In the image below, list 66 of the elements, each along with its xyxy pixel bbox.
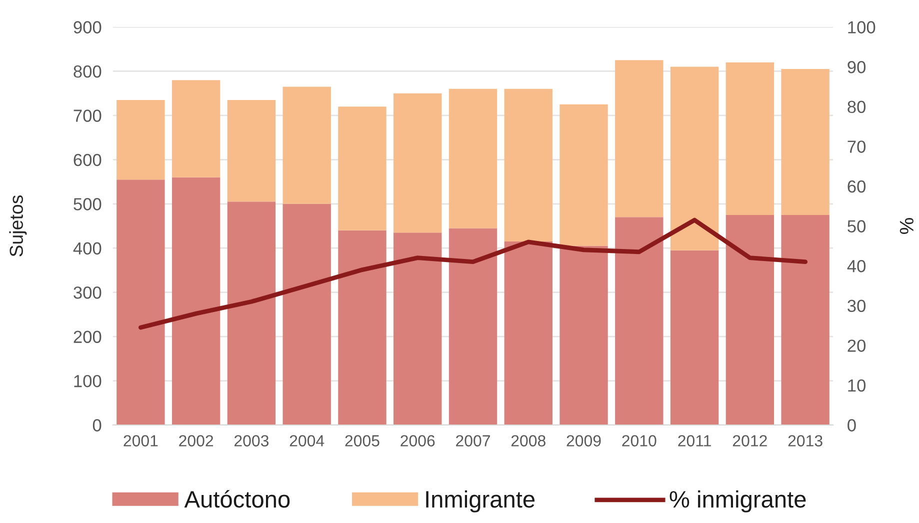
bar (338, 230, 386, 425)
legend-label: Autóctono (184, 490, 290, 508)
bar (504, 241, 552, 425)
bar (726, 62, 774, 215)
x-tick-label: 2011 (678, 435, 711, 446)
y-tick-label: 900 (74, 21, 102, 34)
bar (615, 60, 664, 218)
bar (227, 100, 276, 202)
y-tick-label: 800 (74, 65, 102, 78)
x-tick-label: 2002 (179, 435, 214, 446)
bar (338, 106, 386, 230)
bar (670, 250, 719, 425)
bar (116, 100, 165, 180)
x-tick-label: 2001 (124, 435, 158, 446)
y-tick-label: 300 (74, 286, 102, 299)
y-tick-label: 700 (74, 110, 102, 122)
y-tick-label: 500 (74, 198, 102, 210)
line-series (138, 218, 808, 330)
bar (172, 177, 220, 425)
y2-tick-label: 100 (848, 21, 876, 34)
y2-tick-label: 60 (848, 180, 866, 193)
y2-tick-label: 50 (848, 220, 866, 232)
x-tick-label: 2009 (566, 435, 601, 446)
bar (448, 88, 498, 228)
x-tick-label: 2008 (511, 435, 546, 446)
bar (670, 66, 719, 250)
bar (781, 69, 830, 215)
y2-tick-label: 0 (848, 419, 856, 432)
x-tick-label: 2012 (732, 435, 767, 446)
legend-label: Inmigrante (426, 490, 535, 512)
x-tick-label: 2004 (290, 435, 324, 446)
x-tick-label: 2007 (456, 435, 490, 446)
bar (560, 246, 608, 425)
bar (615, 217, 664, 425)
y2-tick-label: 10 (848, 379, 866, 392)
y2-tick-label: 40 (847, 260, 866, 272)
x-tick-label: 2006 (400, 435, 435, 446)
y2-tick-label: 20 (848, 340, 866, 352)
y2-tick-label: 80 (848, 100, 866, 114)
legend-label: % inmigrante (670, 490, 806, 512)
y2-tick-label: 90 (848, 60, 866, 74)
x-tick-label: 2013 (788, 435, 822, 446)
x-tick-label: 2003 (234, 435, 269, 446)
y2-axis-title: % (900, 218, 914, 234)
bar (227, 202, 276, 425)
bar (560, 104, 608, 246)
y-tick-label: 600 (74, 154, 102, 166)
bar (394, 93, 442, 233)
bar (394, 232, 442, 425)
y2-tick-label: 70 (848, 140, 866, 153)
y2-tick-label: 30 (848, 300, 866, 312)
y-tick-label: 400 (73, 242, 102, 255)
bar (282, 86, 331, 204)
x-tick-label: 2005 (345, 435, 380, 446)
bar (172, 80, 220, 178)
y-tick-label: 0 (92, 419, 102, 432)
y-tick-label: 100 (74, 374, 102, 388)
bar (504, 88, 552, 242)
y-tick-label: 200 (74, 330, 102, 344)
x-tick-label: 2010 (622, 435, 656, 446)
y-axis-title: Sujetos (9, 195, 27, 256)
bar (726, 214, 774, 425)
bar (282, 204, 331, 425)
bar (116, 180, 165, 425)
bar (781, 214, 830, 425)
bar (448, 228, 498, 425)
